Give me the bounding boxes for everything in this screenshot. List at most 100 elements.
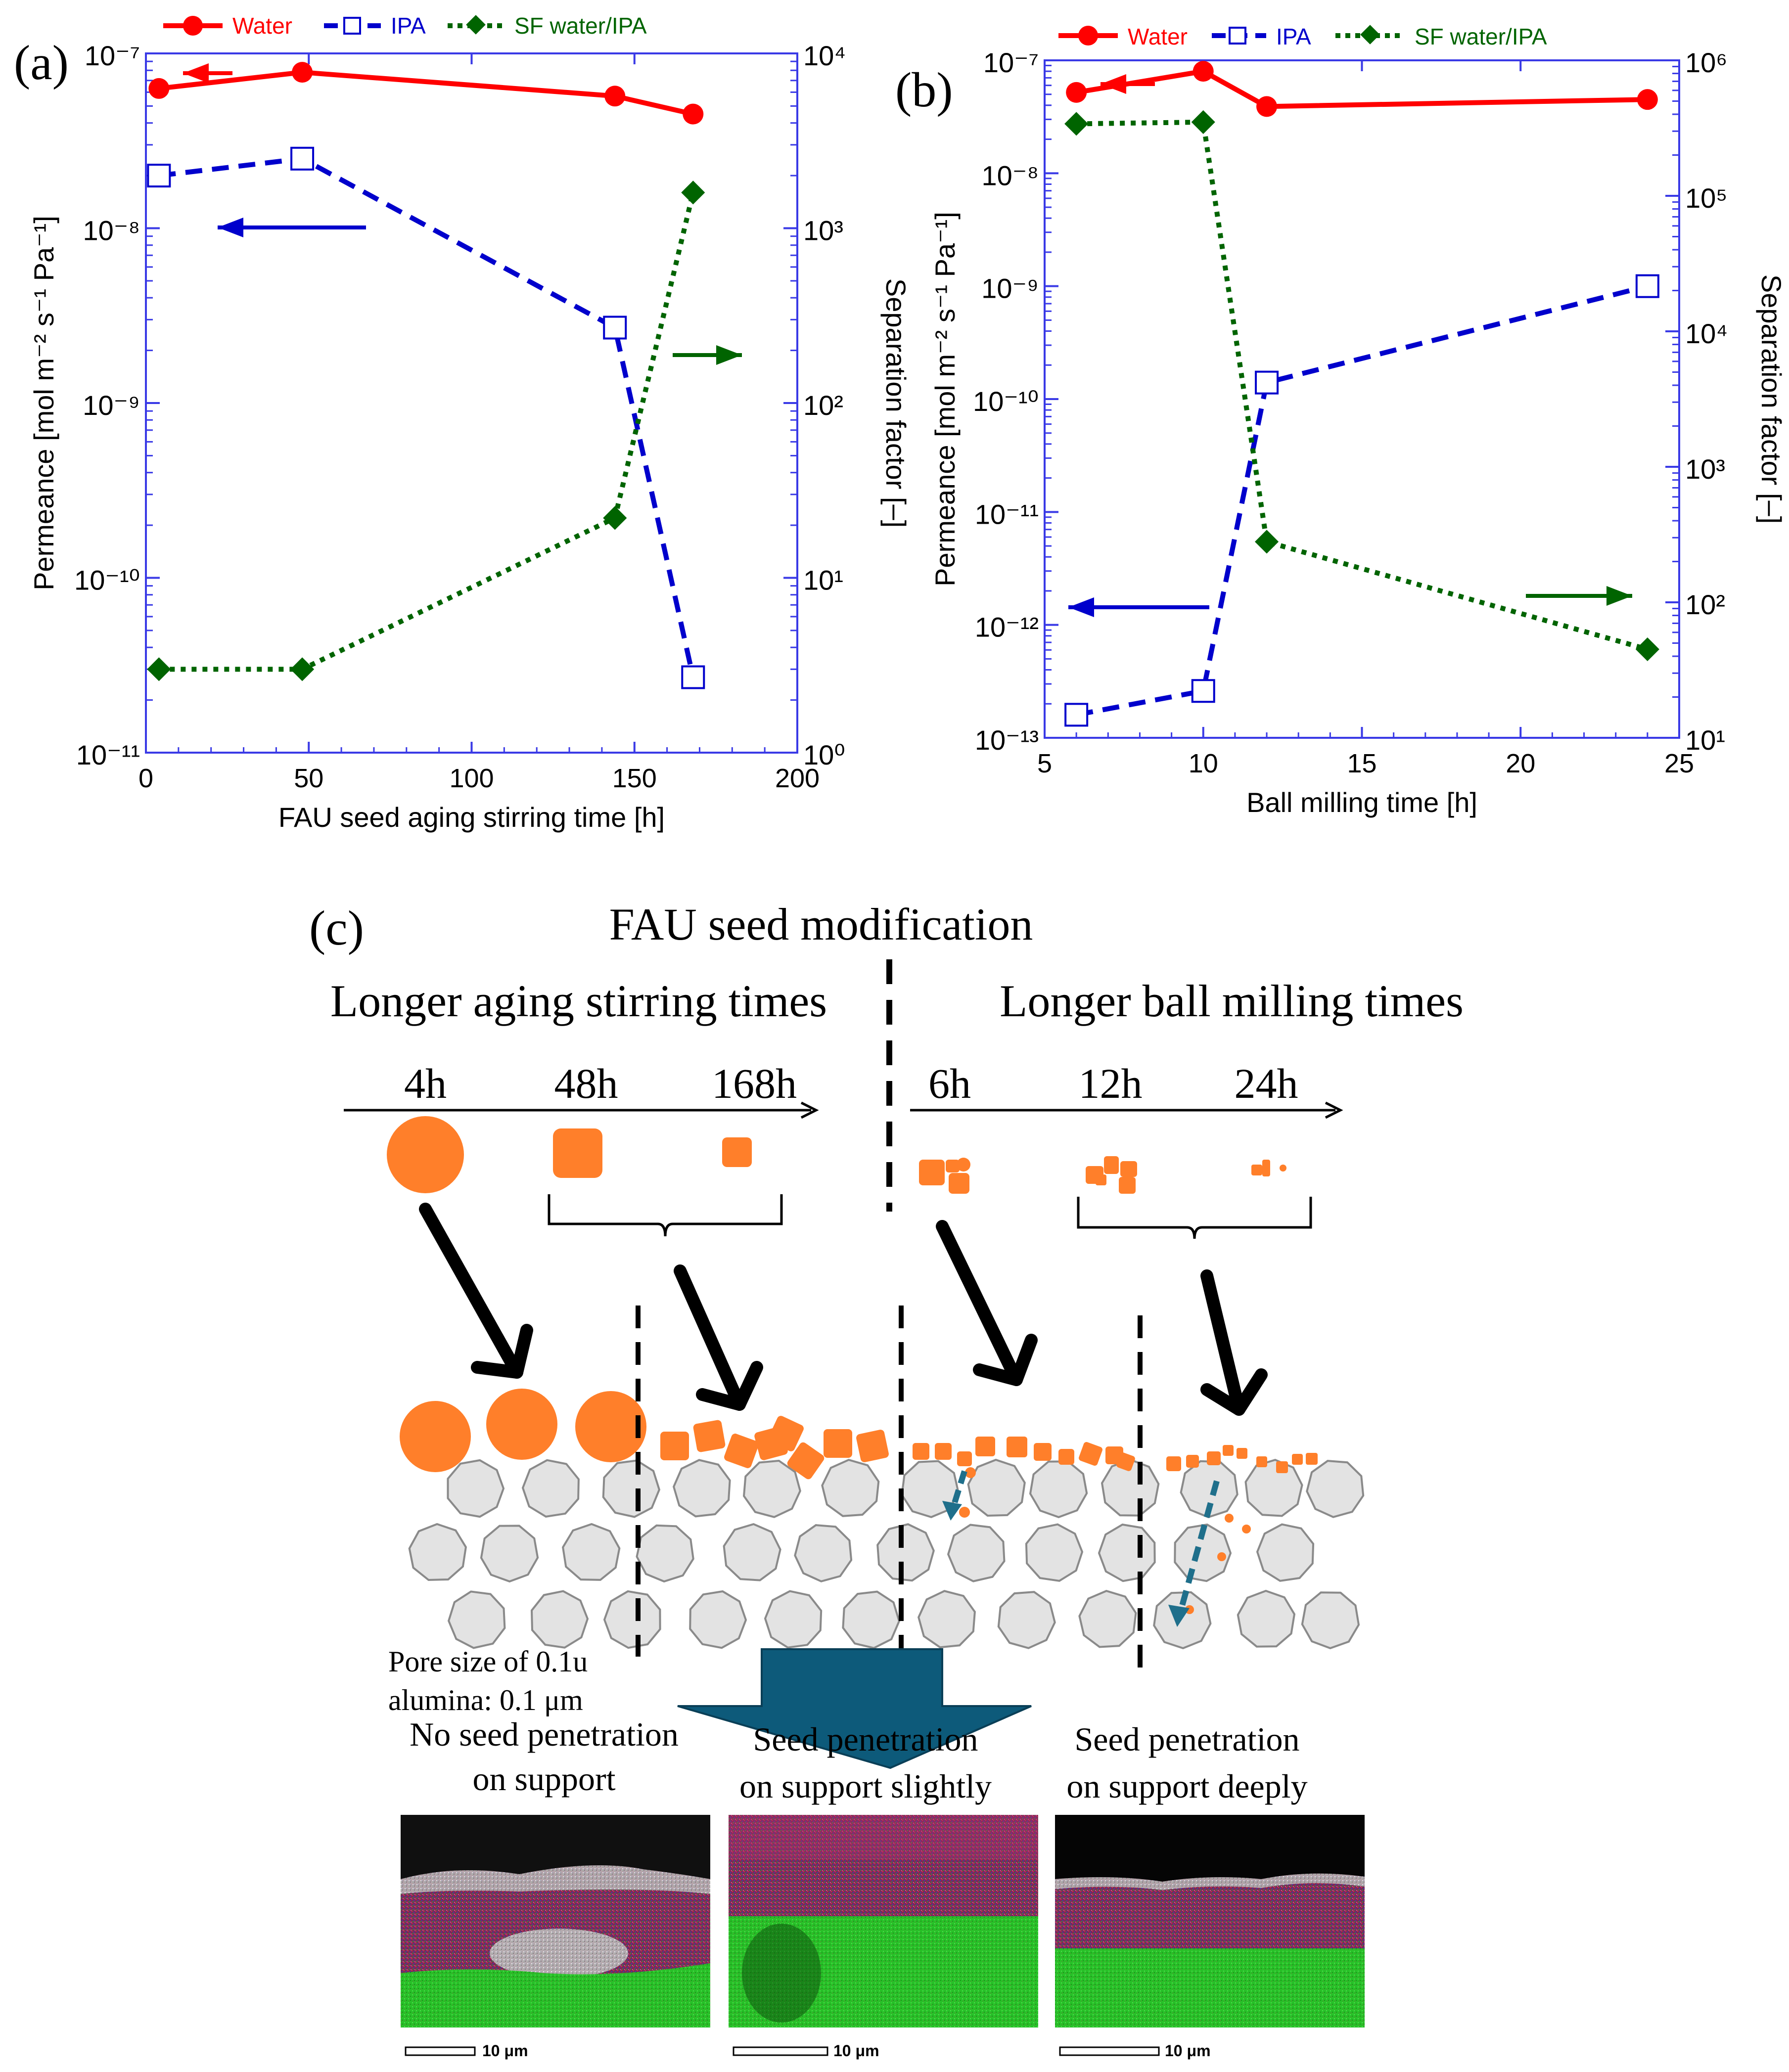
y2-tick-label: 10² (803, 390, 843, 421)
support-particle (408, 1523, 467, 1581)
data-point-ipa (290, 146, 315, 171)
support-particle (562, 1523, 621, 1581)
big-down-arrow-icon (677, 1648, 1032, 1769)
y2-axis-label: Separation factor [–] (1756, 274, 1787, 524)
support-particle (1153, 1591, 1212, 1650)
direction-arrowhead-sf (716, 345, 742, 365)
arrow-aging (674, 1264, 763, 1411)
direction-arrowhead-water (183, 63, 209, 83)
y2-tick-label: 10¹ (803, 565, 843, 596)
y-tick-label: 10⁻¹² (975, 612, 1039, 643)
y-tick-label: 10⁻¹¹ (76, 739, 140, 770)
time-label-168h: 168h (712, 1060, 797, 1107)
data-point-sf (1635, 637, 1659, 662)
penetration-arrow-deep (1168, 1480, 1220, 1627)
y2-tick-label: 10³ (803, 215, 843, 246)
y-tick-label: 10⁻¹³ (975, 724, 1039, 756)
scale-bar-1: 10 μm (405, 2042, 528, 2060)
eds-image-1 (401, 1815, 710, 2027)
data-point-water (1637, 89, 1658, 110)
seed-particles-top (387, 1116, 1286, 1194)
timeline-left: 4h 48h 168h (344, 1060, 819, 1119)
y2-tick-label: 10⁶ (1685, 47, 1727, 78)
panel-label-c: (c) (309, 901, 364, 955)
support-particle (689, 1590, 747, 1649)
data-point-water (1066, 82, 1087, 103)
support-particle (480, 1525, 539, 1583)
data-point-ipa (1064, 703, 1089, 727)
time-label-4h: 4h (404, 1060, 447, 1107)
support-particle (947, 1524, 1006, 1582)
support-particle (764, 1590, 823, 1649)
caption-3-line1: Seed penetration (1074, 1720, 1299, 1758)
chart-panel-b: (b) 5 10 15 20 25 10⁻¹³ 10⁻¹² 10⁻¹¹ 10⁻¹⁰ 10⁻⁹ 10⁻⁸… (895, 47, 1787, 818)
support-particle (1174, 1523, 1232, 1582)
data-point-ipa (1191, 679, 1215, 703)
y2-tick-label: 10⁵ (1685, 182, 1728, 214)
scale-bar-label: 10 μm (833, 2042, 879, 2060)
arrow-4h (419, 1203, 533, 1379)
y2-tick-label: 10⁴ (1685, 318, 1728, 349)
schematic-panel-c: (c) FAU seed modification Longer aging s… (309, 899, 1464, 2060)
data-point-sf (603, 506, 627, 530)
direction-arrowhead-water (1101, 74, 1126, 94)
support-particle (1306, 1460, 1365, 1518)
x-tick-label: 5 (1037, 749, 1052, 778)
y2-tick-label: 10³ (1685, 453, 1725, 485)
series-line-sf (159, 192, 696, 672)
y-axis-label: Permeance [mol m⁻² s⁻¹ Pa⁻¹] (929, 212, 961, 586)
data-point-sf (290, 657, 315, 681)
seed-layer-on-support (400, 1389, 1318, 1614)
y-tick-label: 10⁻⁹ (981, 273, 1039, 304)
support-particle (1029, 1460, 1088, 1519)
time-label-12h: 12h (1079, 1060, 1143, 1107)
timeline-right: 6h 12h 24h (910, 1060, 1343, 1119)
x-tick-label: 10 (1189, 749, 1218, 778)
direction-arrowhead-ipa (1068, 597, 1094, 617)
y2-axis-label: Separation factor [–] (880, 278, 912, 528)
x-axis-label: FAU seed aging stirring time [h] (278, 802, 665, 833)
x-tick-label: 20 (1506, 749, 1535, 778)
arrow-6h (936, 1220, 1038, 1386)
y-axis-label: Permeance [mol m⁻² s⁻¹ Pa⁻¹] (28, 216, 59, 590)
data-point-ipa (1635, 274, 1659, 298)
support-particle (1256, 1523, 1315, 1582)
series-line-water (158, 70, 694, 117)
support-particle (521, 1459, 580, 1518)
section-dividers (636, 1306, 1143, 1671)
legend-ipa-marker (1229, 27, 1246, 45)
support-particle (1244, 1458, 1303, 1517)
support-particle (1025, 1523, 1084, 1582)
support-particle (821, 1458, 880, 1517)
seed-24h (1251, 1160, 1286, 1176)
data-point-ipa (1255, 370, 1279, 395)
support-particle (742, 1459, 801, 1518)
series-line-sf (1076, 119, 1649, 652)
seed-12h (1086, 1156, 1137, 1194)
right-heading: Longer ball milling times (1000, 976, 1464, 1026)
x-tick-label: 0 (138, 764, 153, 793)
y-tick-label: 10⁻⁸ (982, 160, 1039, 191)
seed-6h (919, 1158, 970, 1194)
x-tick-label: 200 (775, 764, 820, 793)
penetration-arrows (942, 1470, 1220, 1627)
x-tick-label: 150 (612, 764, 657, 793)
caption-2-line1: Seed penetration (753, 1720, 978, 1758)
support-particle (602, 1459, 661, 1518)
legend-water-marker (1078, 26, 1098, 45)
y-tick-label: 10⁻¹⁰ (973, 386, 1039, 417)
support-particle (1301, 1591, 1360, 1650)
brace-right (1077, 1197, 1312, 1239)
series-line-ipa (158, 156, 696, 678)
caption-1-line2: on support (473, 1760, 616, 1798)
seed-168h (722, 1137, 752, 1167)
plot-frame (145, 52, 798, 754)
x-tick-label: 100 (449, 764, 494, 793)
data-point-water (1193, 61, 1214, 82)
legend-sf-label: SF water/IPA (1415, 24, 1547, 49)
support-particle (842, 1590, 901, 1649)
seed-4h (387, 1116, 464, 1193)
scale-bar-3: 10 μm (1059, 2042, 1211, 2060)
support-particle (530, 1590, 589, 1649)
